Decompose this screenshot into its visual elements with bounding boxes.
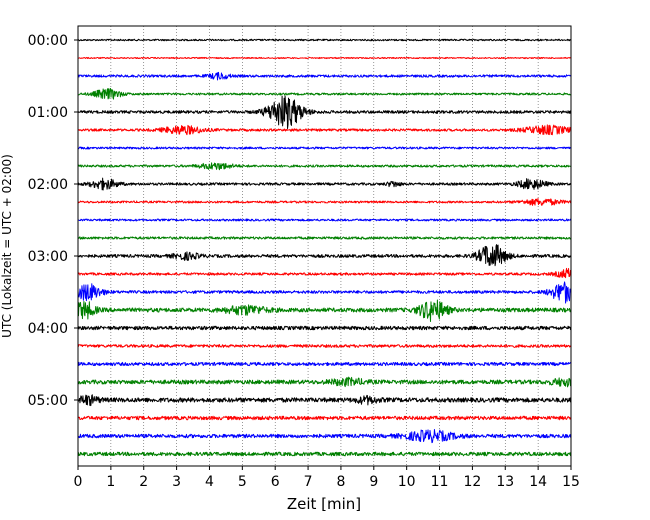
trace-0130	[77, 146, 572, 150]
x-tick-label: 14	[529, 474, 547, 490]
trace-0545	[77, 451, 572, 457]
y-tick-label: 01:00	[28, 105, 68, 121]
trace-0115	[77, 124, 572, 136]
x-tick-label: 0	[74, 474, 83, 490]
trace-0200	[77, 177, 572, 191]
x-tick-label: 2	[139, 474, 148, 490]
x-tick-label: 10	[398, 474, 416, 490]
trace-0030	[77, 71, 572, 81]
x-tick-label: 3	[172, 474, 181, 490]
x-tick-label: 8	[336, 474, 345, 490]
trace-0415	[77, 344, 572, 348]
x-tick-label: 11	[431, 474, 449, 490]
y-tick-label: 03:00	[28, 249, 68, 265]
y-tick-label: 05:00	[28, 393, 68, 409]
trace-0500	[77, 394, 572, 407]
y-tick-label: 00:00	[28, 33, 68, 49]
trace-0045	[77, 87, 572, 100]
trace-0245	[77, 236, 572, 240]
trace-0330	[77, 281, 572, 304]
trace-0015	[77, 56, 572, 60]
x-tick-label: 5	[238, 474, 247, 490]
x-tick-label: 9	[369, 474, 378, 490]
trace-0300	[77, 244, 572, 267]
trace-0230	[77, 218, 572, 222]
plot-frame	[77, 25, 572, 467]
trace-0000	[77, 38, 572, 42]
x-tick-label: 4	[205, 474, 214, 490]
grid-layer	[110, 26, 539, 466]
trace-0345	[77, 299, 572, 323]
trace-0445	[77, 376, 572, 388]
trace-0215	[77, 197, 572, 206]
trace-0400	[77, 325, 572, 331]
trace-0315	[77, 267, 572, 279]
trace-0100	[77, 95, 572, 130]
trace-0145	[77, 162, 572, 171]
x-tick-label: 15	[562, 474, 580, 490]
x-tick-label: 1	[106, 474, 115, 490]
trace-0430	[77, 361, 572, 367]
trace-0530	[77, 429, 572, 444]
x-tick-label: 6	[271, 474, 280, 490]
traces-layer	[77, 38, 572, 457]
y-axis: 00:00 01:00 02:00 03:00 04:00 05:00	[28, 33, 78, 409]
y-axis-label: UTC (Lokalzeit = UTC + 02:00)	[0, 154, 14, 338]
y-tick-label: 04:00	[28, 321, 68, 337]
y-tick-label: 02:00	[28, 177, 68, 193]
x-tick-label: 12	[463, 474, 481, 490]
x-tick-label: 7	[304, 474, 313, 490]
trace-0515	[77, 415, 572, 421]
x-axis-label: Zeit [min]	[287, 495, 361, 513]
x-tick-label: 13	[496, 474, 514, 490]
x-axis: 0 1 2 3 4 5 6 7 8 9 10 11 12 13 14 15	[74, 466, 580, 490]
